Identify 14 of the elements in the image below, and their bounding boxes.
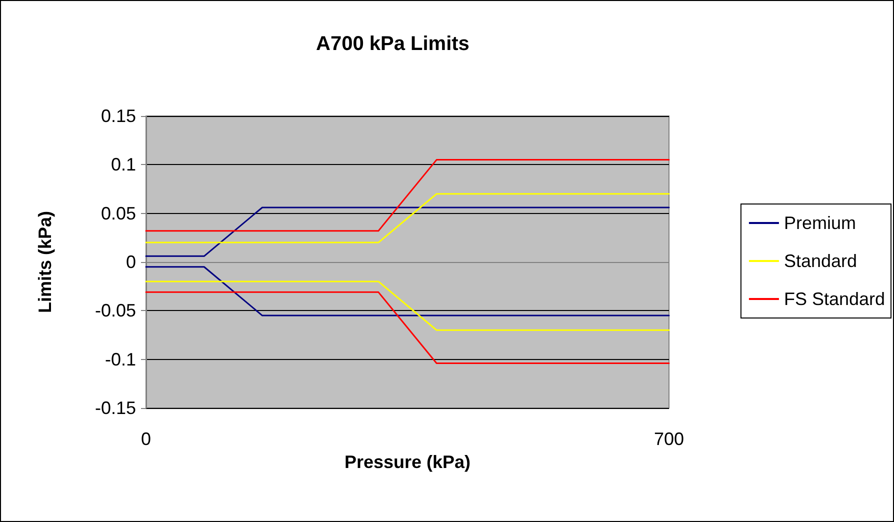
- x-axis-title: Pressure (kPa): [344, 452, 471, 472]
- legend-label: FS Standard: [784, 289, 886, 309]
- legend-label: Standard: [784, 251, 858, 271]
- y-tick-label: -0.05: [94, 300, 136, 321]
- y-tick-label: 0.1: [110, 154, 136, 175]
- x-tick-label: 700: [654, 429, 684, 449]
- y-tick-label: 0.15: [100, 106, 136, 126]
- y-axis-title: Limits (kPa): [35, 210, 55, 314]
- y-tick-label: 0: [126, 252, 136, 272]
- chart-title: A700 kPa Limits: [316, 33, 470, 55]
- y-tick-label: -0.15: [94, 398, 136, 418]
- y-tick-label: 0.05: [100, 203, 136, 224]
- y-tick-label: -0.1: [104, 349, 136, 370]
- legend-label: Premium: [784, 213, 856, 233]
